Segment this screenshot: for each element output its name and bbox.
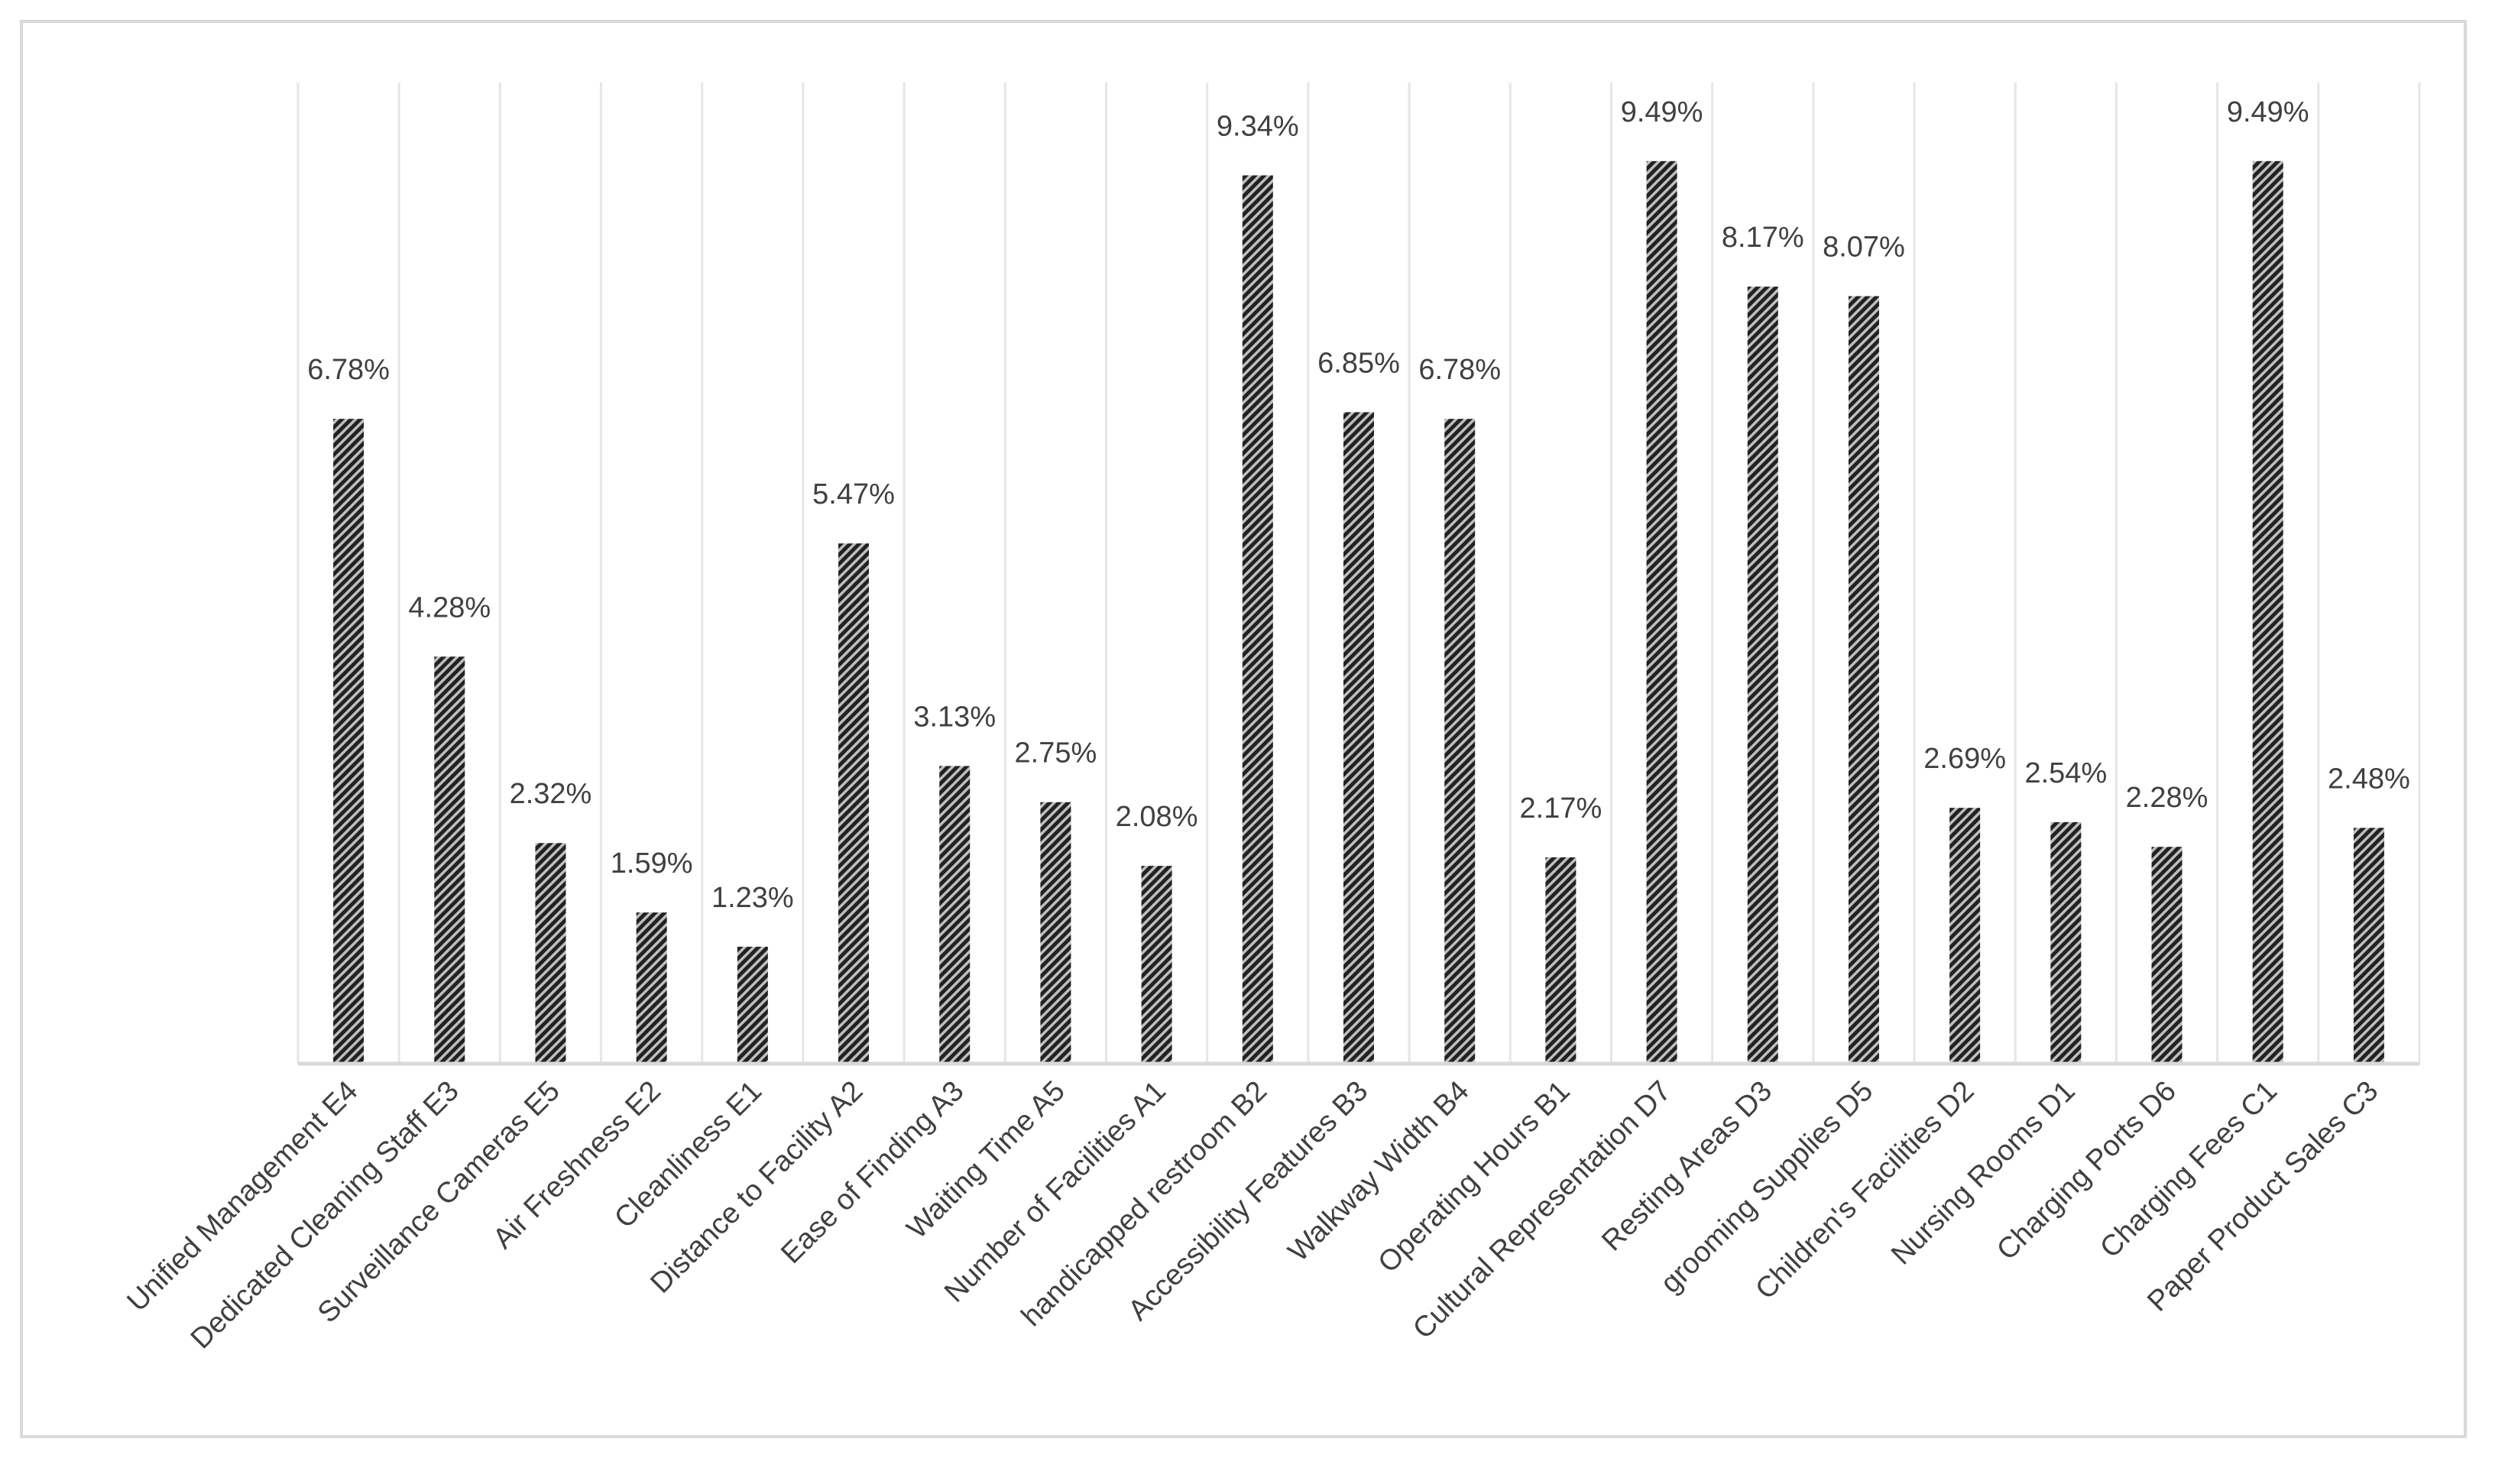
bar-9: [1242, 175, 1273, 1064]
data-label-0: 6.78%: [307, 354, 390, 386]
data-labels: 6.78% 4.28% 2.32% 1.59% 1.23% 5.47% 3.13% 2.75%…: [307, 96, 2410, 914]
bar-7: [1040, 802, 1071, 1064]
bar-chart: 6.78% 4.28% 2.32% 1.59% 1.23% 5.47% 3.13% 2.75%…: [121, 83, 2421, 1356]
bar-1: [434, 656, 465, 1064]
data-label-4: 1.23%: [711, 882, 794, 914]
data-label-5: 5.47%: [812, 478, 895, 510]
data-label-3: 1.59%: [611, 847, 693, 880]
x-tick-label-19: Charging Fees C1: [2094, 1075, 2283, 1265]
bar-4: [737, 946, 768, 1064]
data-label-19: 9.49%: [2227, 96, 2309, 128]
bar-12: [1545, 857, 1577, 1064]
bar-16: [1949, 808, 1981, 1064]
data-label-13: 9.49%: [1621, 96, 1703, 128]
bar-3: [636, 912, 667, 1064]
data-label-6: 3.13%: [913, 701, 996, 733]
data-label-7: 2.75%: [1015, 737, 1097, 770]
data-label-10: 6.85%: [1317, 347, 1400, 379]
data-label-12: 2.17%: [1520, 792, 1602, 825]
data-label-20: 2.48%: [2328, 763, 2410, 795]
bar-14: [1747, 287, 1778, 1064]
x-tick-label-17: Nursing Rooms D1: [1885, 1075, 2082, 1272]
data-label-15: 8.07%: [1823, 232, 1905, 264]
bar-5: [838, 543, 870, 1064]
x-tick-label-14: Resting Areas D3: [1596, 1075, 1778, 1258]
bar-8: [1141, 866, 1172, 1064]
x-tick-label-11: Walkway Width B4: [1282, 1075, 1476, 1269]
gridlines: [297, 83, 2421, 1064]
bar-19: [2252, 160, 2283, 1064]
bar-15: [1848, 296, 1879, 1064]
data-label-2: 2.32%: [510, 778, 592, 810]
x-tick-label-3: Air Freshness E2: [487, 1075, 667, 1256]
data-label-8: 2.08%: [1116, 801, 1198, 833]
bars: [333, 160, 2384, 1064]
bar-18: [2151, 847, 2183, 1064]
data-label-9: 9.34%: [1217, 110, 1299, 142]
data-label-11: 6.78%: [1418, 354, 1501, 386]
data-label-14: 8.17%: [1722, 222, 1804, 254]
bar-13: [1646, 160, 1677, 1064]
data-label-1: 4.28%: [408, 591, 491, 624]
data-label-16: 2.69%: [1923, 743, 2006, 775]
x-tick-label-18: Charging Ports D6: [1991, 1075, 2183, 1267]
x-tick-label-6: Ease of Finding A3: [775, 1075, 970, 1270]
bar-2: [535, 843, 566, 1064]
bar-10: [1343, 412, 1374, 1064]
data-label-18: 2.28%: [2126, 782, 2208, 814]
bar-0: [333, 419, 365, 1064]
bar-6: [939, 766, 971, 1064]
bar-11: [1444, 419, 1476, 1064]
chart-frame: 6.78% 4.28% 2.32% 1.59% 1.23% 5.47% 3.13% 2.75%…: [20, 20, 2467, 1438]
bar-20: [2353, 828, 2384, 1064]
data-label-17: 2.54%: [2024, 757, 2107, 789]
x-tick-label-12: Operating Hours B1: [1372, 1075, 1577, 1279]
bar-17: [2050, 821, 2082, 1064]
